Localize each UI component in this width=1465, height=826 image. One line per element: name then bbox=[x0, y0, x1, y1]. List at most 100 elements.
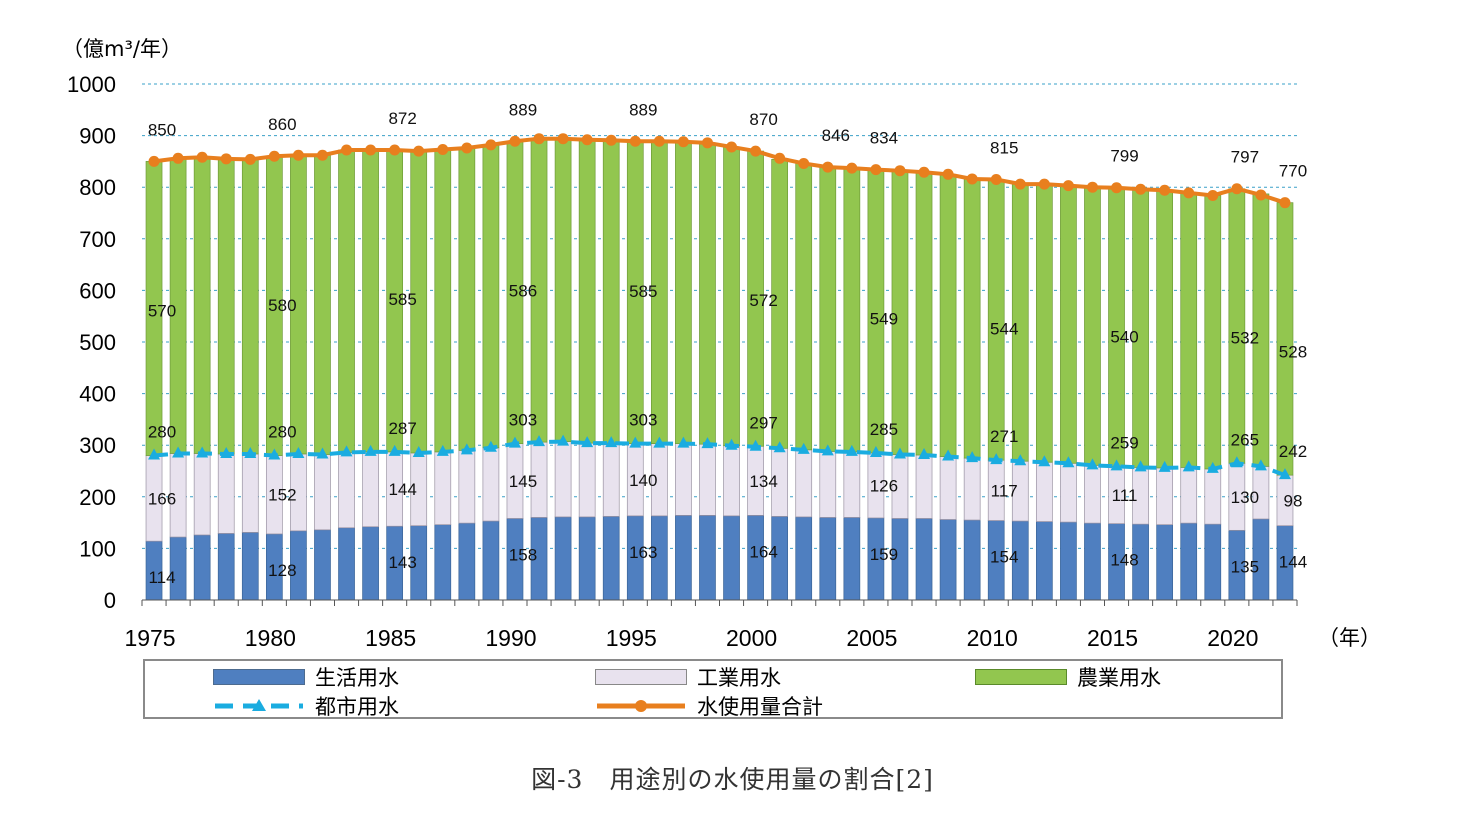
label-agricultural: 549 bbox=[870, 310, 898, 329]
bar-segment-domestic bbox=[578, 516, 596, 601]
urban-water-marker bbox=[292, 446, 305, 458]
x-tick-label: 1975 bbox=[124, 625, 175, 651]
total-water-marker bbox=[485, 139, 497, 151]
label-urban: 280 bbox=[148, 423, 176, 442]
urban-water-marker bbox=[533, 435, 546, 447]
total-water-marker bbox=[750, 145, 762, 157]
label-domestic: 148 bbox=[1110, 551, 1138, 570]
total-water-marker bbox=[244, 153, 256, 165]
total-water-marker bbox=[822, 161, 834, 173]
label-industrial: 152 bbox=[268, 486, 296, 505]
bar-segment-domestic bbox=[482, 520, 500, 601]
urban-water-marker bbox=[1158, 460, 1171, 472]
x-unit-label: （年） bbox=[1318, 626, 1381, 650]
legend-label-total: 水使用量合計 bbox=[697, 695, 823, 719]
label-urban: 265 bbox=[1231, 430, 1259, 449]
urban-water-marker bbox=[701, 437, 714, 449]
urban-water-marker bbox=[1062, 456, 1075, 468]
bar-segment-agricultural bbox=[458, 147, 476, 451]
label-agricultural: 532 bbox=[1231, 329, 1259, 348]
x-tick-label: 1985 bbox=[365, 625, 416, 651]
bar-segment-industrial bbox=[338, 452, 355, 529]
bar-segment-industrial bbox=[843, 451, 861, 518]
urban-water-marker bbox=[1278, 468, 1291, 480]
label-urban: 297 bbox=[749, 414, 777, 433]
total-water-marker bbox=[846, 162, 858, 174]
data-labels: 114 128 143 158 163 164 159 154 148 135 144 166 152 1… bbox=[148, 100, 1307, 587]
total-water-marker bbox=[918, 166, 930, 178]
legend-label-agricultural: 農業用水 bbox=[1077, 666, 1161, 690]
legend-item-urban: 都市用水 bbox=[213, 692, 399, 720]
total-water-marker bbox=[413, 145, 425, 157]
label-domestic: 154 bbox=[990, 548, 1018, 567]
legend: 生活用水 工業用水 農業用水 都市用水 水使用量合計 bbox=[143, 659, 1283, 719]
bar-segment-domestic bbox=[939, 519, 957, 601]
total-water-marker bbox=[1159, 184, 1171, 196]
total-water-marker bbox=[677, 136, 689, 148]
legend-item-agricultural: 農業用水 bbox=[975, 663, 1161, 691]
bar-segment-domestic bbox=[241, 532, 259, 601]
total-water-marker bbox=[990, 173, 1002, 185]
bar-segment-agricultural bbox=[482, 144, 500, 449]
y-tick-label: 600 bbox=[79, 278, 116, 303]
chart-svg: （億m³/年） （年） 0 100 200 300 400 500 600 700 800 900… bbox=[62, 37, 1381, 651]
figure-caption: 図-3 用途別の水使用量の割合[2] bbox=[531, 765, 934, 794]
x-tick-label: 2005 bbox=[846, 625, 897, 651]
urban-water-marker bbox=[508, 436, 521, 448]
label-industrial: 145 bbox=[509, 472, 537, 491]
bar-segment-industrial bbox=[602, 442, 620, 517]
label-domestic: 143 bbox=[388, 553, 416, 572]
bar-segment-domestic bbox=[602, 516, 620, 601]
lines bbox=[148, 133, 1291, 480]
bar-segment-industrial bbox=[723, 445, 740, 517]
label-domestic: 128 bbox=[268, 561, 296, 580]
x-axis: 1975 1980 1985 1990 1995 2000 2005 2010 2015 2020 bbox=[124, 599, 1298, 651]
label-domestic: 135 bbox=[1231, 557, 1259, 576]
x-tick-label: 2020 bbox=[1207, 625, 1258, 651]
total-water-marker bbox=[894, 165, 906, 177]
bar-segment-agricultural bbox=[939, 173, 957, 457]
label-urban: 303 bbox=[629, 411, 657, 430]
total-water-marker bbox=[557, 133, 569, 145]
bar-segment-agricultural bbox=[915, 171, 933, 456]
bar-segment-industrial bbox=[795, 449, 813, 518]
bar-segment-industrial bbox=[482, 447, 500, 522]
urban-water-marker bbox=[484, 440, 497, 452]
label-industrial: 117 bbox=[991, 481, 1018, 500]
total-water-marker bbox=[196, 151, 208, 163]
x-tick-label: 2015 bbox=[1087, 625, 1138, 651]
urban-water-marker bbox=[1182, 460, 1195, 472]
total-water-marker bbox=[581, 134, 593, 146]
label-urban: 242 bbox=[1279, 442, 1307, 461]
total-water-marker bbox=[966, 173, 978, 185]
legend-swatch-agricultural bbox=[975, 669, 1067, 685]
bar-segment-industrial bbox=[963, 457, 981, 521]
bar-segment-agricultural bbox=[1204, 195, 1222, 470]
x-tick-label: 2000 bbox=[726, 625, 777, 651]
bar-segment-domestic bbox=[1035, 521, 1053, 601]
bar-segment-industrial bbox=[241, 453, 259, 533]
label-industrial: 130 bbox=[1231, 488, 1259, 507]
urban-water-marker bbox=[172, 446, 185, 458]
label-domestic: 114 bbox=[148, 568, 175, 587]
legend-label-urban: 都市用水 bbox=[315, 695, 399, 719]
urban-water-marker bbox=[412, 445, 425, 457]
bar-segment-domestic bbox=[458, 522, 476, 601]
bar-segment-agricultural bbox=[578, 139, 596, 444]
bar-segment-industrial bbox=[458, 450, 476, 524]
bar-segment-agricultural bbox=[554, 138, 572, 442]
y-tick-label: 700 bbox=[79, 227, 116, 252]
urban-water-marker bbox=[268, 448, 281, 460]
total-water-marker bbox=[220, 153, 232, 165]
urban-water-marker bbox=[316, 447, 329, 459]
label-urban: 287 bbox=[388, 419, 416, 438]
bar-segment-agricultural bbox=[1060, 185, 1077, 464]
total-water-marker bbox=[653, 135, 665, 147]
total-water-marker bbox=[437, 144, 449, 156]
legend-label-domestic: 生活用水 bbox=[315, 666, 399, 690]
label-agricultural: 540 bbox=[1110, 328, 1138, 347]
total-water-marker bbox=[172, 152, 184, 164]
label-domestic: 144 bbox=[1279, 553, 1307, 572]
urban-water-marker bbox=[845, 444, 858, 456]
label-total: 870 bbox=[749, 110, 777, 129]
